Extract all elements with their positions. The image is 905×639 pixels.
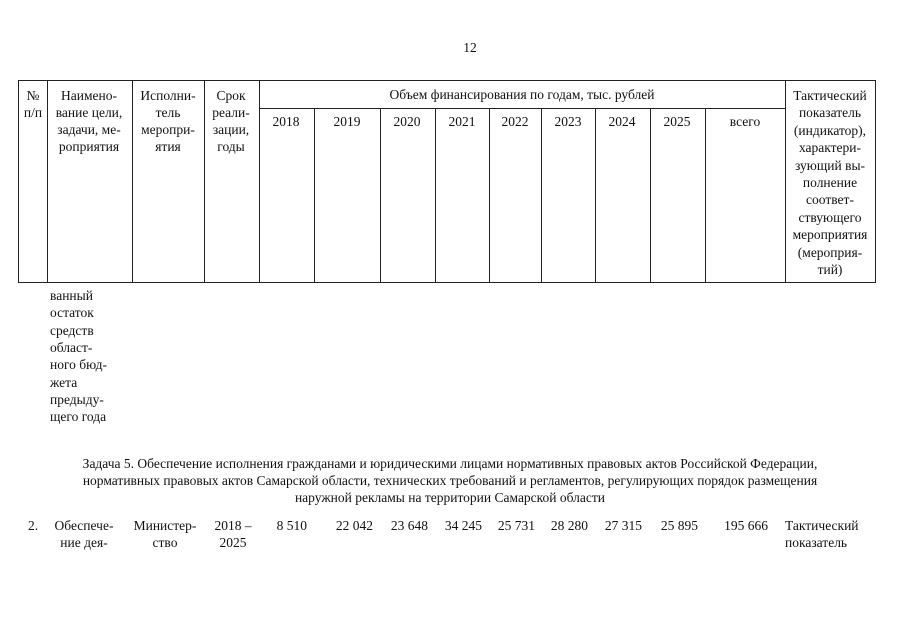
border <box>314 108 315 283</box>
text: 2022 <box>501 114 529 129</box>
text: 12 <box>463 40 477 55</box>
text: Тактический <box>793 88 867 103</box>
text: област- <box>50 339 93 355</box>
text: остаток <box>50 305 94 321</box>
text: задачи, ме- <box>57 122 121 137</box>
border <box>705 108 706 283</box>
text: предыду- <box>50 391 104 407</box>
text: реали- <box>212 105 250 120</box>
text: 2025 <box>219 535 247 550</box>
border <box>18 80 19 283</box>
text: Срок <box>216 88 246 103</box>
text: характери- <box>798 140 862 156</box>
text: 2020 <box>393 114 421 129</box>
text: наружной рекламы на территории Самарской… <box>294 490 606 505</box>
text: тий) <box>817 262 843 277</box>
text: 195 666 <box>724 518 768 533</box>
text: № <box>26 88 40 103</box>
border <box>18 282 875 283</box>
text: соответ- <box>806 192 854 208</box>
text: Исполни- <box>140 88 196 103</box>
border <box>259 80 260 283</box>
text: щего года <box>50 409 107 425</box>
text: ствующего <box>798 209 862 225</box>
text: Обеспече- <box>54 518 114 533</box>
text: Задача 5. Обеспечение исполнения граждан… <box>82 456 818 471</box>
border <box>204 80 205 283</box>
text: показатель <box>785 535 848 550</box>
text: ванный <box>50 288 93 303</box>
text: (индикатор), <box>793 122 867 138</box>
text: ного бюд- <box>50 357 107 373</box>
text: ство <box>152 535 178 550</box>
text: 25 731 <box>497 518 535 533</box>
text: Тактический <box>785 518 859 533</box>
text: тель <box>155 105 181 120</box>
text: 2019 <box>333 114 361 129</box>
text: п/п <box>23 105 43 120</box>
border <box>875 80 876 283</box>
text: роприятия <box>58 139 120 154</box>
border <box>650 108 651 283</box>
text: (мероприя- <box>797 244 863 260</box>
text: средств <box>50 322 94 338</box>
text: 27 315 <box>604 518 642 533</box>
text: годы <box>217 139 245 154</box>
text: показатель <box>798 105 862 121</box>
text: зации, <box>212 122 250 137</box>
text: 2021 <box>448 114 476 129</box>
border <box>541 108 542 283</box>
text: 23 648 <box>390 518 428 533</box>
text: 22 042 <box>335 518 373 533</box>
border <box>259 108 785 109</box>
text: всего <box>729 114 761 129</box>
text: Объем финансирования по годам, тыс. рубл… <box>389 87 655 102</box>
text: меропри- <box>141 122 195 137</box>
text: 2025 <box>663 114 691 129</box>
text: 2023 <box>554 114 582 129</box>
border <box>489 108 490 283</box>
text: жета <box>50 374 78 390</box>
text: 2024 <box>608 114 636 129</box>
text: мероприятия <box>792 227 868 243</box>
text: нормативных правовых актов Самарской обл… <box>82 473 818 488</box>
text: 8 510 <box>276 518 307 533</box>
text: 2018 <box>272 114 300 129</box>
text: вание цели, <box>55 105 123 120</box>
text: 2018 – <box>214 518 252 533</box>
border <box>785 80 786 283</box>
text: Наимено- <box>61 88 117 103</box>
text: 2. <box>27 518 39 533</box>
text: ятия <box>155 139 181 154</box>
border <box>132 80 133 283</box>
text: полнение <box>802 175 858 190</box>
text: Министер- <box>133 518 197 533</box>
border <box>380 108 381 283</box>
text: ние дея- <box>60 535 108 550</box>
border <box>18 80 875 81</box>
text: зующий вы- <box>794 157 866 173</box>
border <box>435 108 436 283</box>
text: 34 245 <box>444 518 482 533</box>
border <box>47 80 48 283</box>
border <box>595 108 596 283</box>
text: 28 280 <box>550 518 588 533</box>
text: 25 895 <box>660 518 698 533</box>
